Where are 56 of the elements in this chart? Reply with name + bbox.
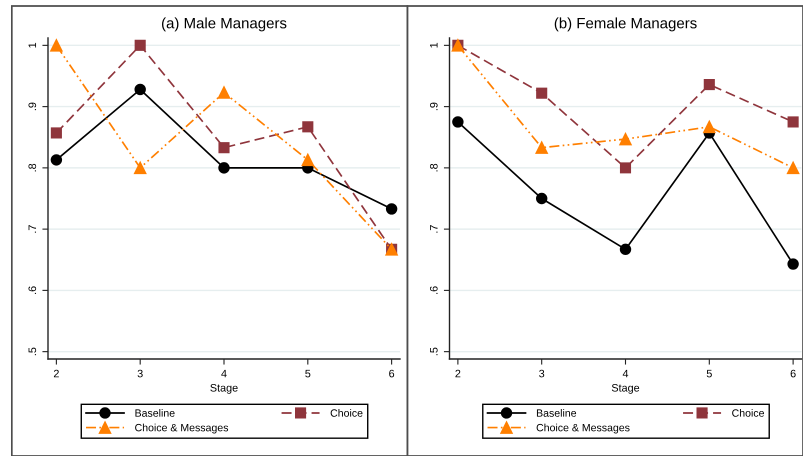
y-tick-label: .5 xyxy=(28,348,36,356)
x-tick-label: 4 xyxy=(221,370,227,378)
point xyxy=(536,88,548,99)
y-tick-label: .8 xyxy=(430,164,438,172)
chart-title: (b) Female Managers xyxy=(554,17,697,32)
y-tick-label: .6 xyxy=(430,286,438,294)
y-tick-label: .9 xyxy=(28,102,36,110)
x-tick-label: 5 xyxy=(305,370,310,378)
point xyxy=(134,162,146,174)
x-tick-label: 2 xyxy=(54,370,59,378)
y-tick-label: .5 xyxy=(430,348,438,356)
y-tick-label: .7 xyxy=(28,225,36,233)
point xyxy=(134,84,146,96)
legend-label: Choice & Messages xyxy=(135,424,228,434)
point xyxy=(703,120,716,134)
y-tick-label: .8 xyxy=(28,164,36,172)
x-axis-title: Stage xyxy=(612,384,640,394)
y-tick-label: .7 xyxy=(430,225,438,233)
point xyxy=(536,192,548,204)
legend-label: Baseline xyxy=(536,409,576,417)
legend-label: Baseline xyxy=(135,409,175,417)
point xyxy=(302,154,314,166)
point xyxy=(620,162,632,174)
point xyxy=(619,132,632,146)
y-tick-label: .9 xyxy=(430,102,438,110)
x-tick-label: 6 xyxy=(389,370,394,378)
x-tick-label: 2 xyxy=(455,370,460,378)
y-tick-label: .6 xyxy=(28,286,36,294)
point xyxy=(788,116,799,128)
x-tick-label: 6 xyxy=(790,370,796,378)
point xyxy=(50,39,63,52)
point xyxy=(50,127,62,139)
point xyxy=(134,40,146,51)
point xyxy=(302,121,314,132)
legend-label: Choice & Messages xyxy=(536,424,630,434)
point xyxy=(452,116,464,128)
point xyxy=(218,142,230,154)
legend-label: Choice xyxy=(330,409,363,417)
point xyxy=(786,162,800,174)
point xyxy=(386,203,398,215)
chart-title: (a) Male Managers xyxy=(162,17,286,32)
point xyxy=(50,154,62,166)
x-tick-label: 3 xyxy=(138,370,143,378)
x-axis-title: Stage xyxy=(210,384,238,394)
point xyxy=(535,141,548,154)
point xyxy=(218,86,230,99)
point xyxy=(787,258,799,270)
x-tick-label: 3 xyxy=(539,370,544,378)
y-tick-label: 1 xyxy=(430,42,438,48)
point xyxy=(620,244,632,256)
legend-label: Choice xyxy=(732,409,764,417)
y-tick-label: 1 xyxy=(28,42,36,48)
point xyxy=(218,162,230,174)
x-tick-label: 4 xyxy=(622,370,628,378)
x-tick-label: 5 xyxy=(706,370,712,378)
point xyxy=(704,79,715,90)
